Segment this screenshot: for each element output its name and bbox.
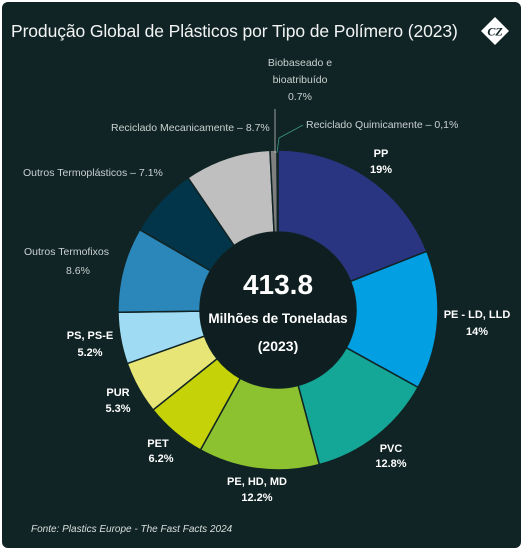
label-bio-pct: 0.7% [288, 91, 312, 103]
leader-line-quimico [276, 124, 304, 154]
label-pur-name: PUR [106, 387, 129, 399]
label-pp-pct: 19% [370, 164, 392, 176]
label-pe-ld-pct: 14% [466, 326, 488, 338]
svg-text:CZ: CZ [487, 25, 503, 39]
label-ps-pct: 5.2% [77, 347, 102, 359]
label-pet-pct: 6.2% [148, 453, 173, 465]
label-termoplasticos: Outros Termoplásticos – 7.1% [23, 167, 163, 179]
label-mecanico: Reciclado Mecanicamente – 8.7% [111, 122, 270, 134]
slice-reciclado-quimicamente [276, 149, 279, 233]
center-total-value: 413.8 [243, 269, 313, 300]
center-unit-label: Milhões de Toneladas [208, 311, 347, 326]
label-pe-hd-name: PE, HD, MD [227, 476, 287, 488]
label-pe-ld-name: PE - LD, LLD [444, 309, 511, 321]
label-termofixos-pct: 8.6% [66, 265, 90, 277]
label-pp-name: PP [374, 148, 389, 160]
label-pvc-name: PVC [380, 443, 403, 455]
label-bio-line2: bioatribuído [273, 74, 328, 86]
label-ps-name: PS, PS-E [67, 330, 113, 342]
brand-logo-icon: CZ [481, 17, 509, 45]
label-pe-hd-pct: 12.2% [241, 492, 272, 504]
label-pvc-pct: 12.8% [375, 458, 406, 470]
label-quimico: Reciclado Quimicamente – 0,1% [306, 119, 458, 131]
label-pur-pct: 5.3% [105, 403, 130, 415]
center-year-label: (2023) [258, 338, 298, 354]
center-hole [200, 232, 356, 388]
label-bio-line1: Biobaseado e [268, 57, 332, 69]
chart-title: Produção Global de Plásticos por Tipo de… [11, 21, 458, 41]
source-note: Fonte: Plastics Europe - The Fast Facts … [31, 524, 233, 535]
label-termofixos-name: Outros Termofixos [24, 246, 109, 258]
label-pet-name: PET [147, 438, 169, 450]
